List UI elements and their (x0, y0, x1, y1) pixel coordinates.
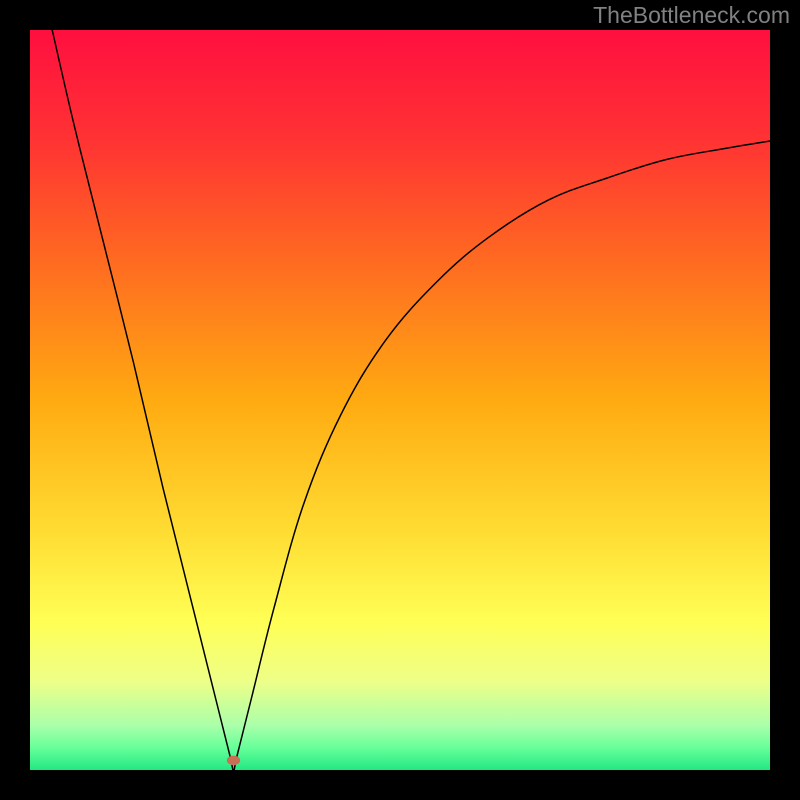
min-point-marker (227, 756, 240, 766)
frame-border-bottom (0, 770, 800, 800)
frame-border-right (770, 0, 800, 800)
plot-area (30, 30, 770, 770)
chart-frame (0, 0, 800, 800)
gradient-background (30, 30, 770, 770)
watermark-text: TheBottleneck.com (593, 2, 790, 29)
frame-border-left (0, 0, 30, 800)
